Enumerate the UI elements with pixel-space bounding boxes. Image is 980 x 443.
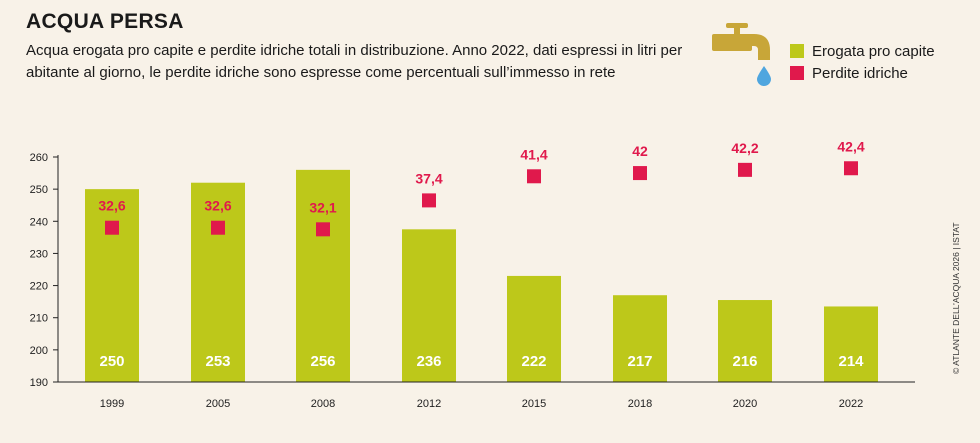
bar-erogata xyxy=(613,295,667,382)
bar-value-label: 214 xyxy=(838,353,864,370)
x-tick-label: 2022 xyxy=(839,398,863,410)
marker-perdite xyxy=(633,166,647,181)
marker-perdite xyxy=(211,220,225,235)
marker-value-label: 42 xyxy=(632,143,648,159)
marker-value-label: 32,6 xyxy=(204,198,231,214)
source-credit: © ATLANTE DELL’ACQUA 2026 | ISTAT xyxy=(951,222,961,374)
marker-perdite xyxy=(844,161,858,176)
x-tick-label: 2020 xyxy=(733,398,757,410)
marker-perdite xyxy=(527,169,541,184)
bar-value-label: 253 xyxy=(205,353,230,370)
chart-title: ACQUA PERSA xyxy=(26,10,184,33)
y-tick-label: 220 xyxy=(30,281,48,293)
bar-erogata xyxy=(191,182,245,382)
y-tick-label: 190 xyxy=(30,377,48,389)
bar-erogata xyxy=(296,169,350,382)
y-tick-label: 230 xyxy=(30,248,48,260)
water-drop-icon xyxy=(757,66,771,86)
marker-perdite xyxy=(105,220,119,235)
legend: Erogata pro capite Perdite idriche xyxy=(790,40,935,84)
marker-value-label: 32,6 xyxy=(98,198,125,214)
x-tick-label: 2008 xyxy=(311,398,335,410)
legend-label-perdite: Perdite idriche xyxy=(812,64,908,82)
marker-value-label: 37,4 xyxy=(415,170,442,186)
bar-value-label: 250 xyxy=(99,353,124,370)
y-tick-label: 260 xyxy=(30,152,48,164)
legend-swatch-perdite xyxy=(790,66,804,80)
bar-erogata xyxy=(718,300,772,382)
bar-erogata xyxy=(507,275,561,382)
chart-subtitle: Acqua erogata pro capite e perdite idric… xyxy=(26,42,683,81)
x-tick-label: 1999 xyxy=(100,398,124,410)
y-tick-label: 210 xyxy=(30,313,48,325)
marker-perdite xyxy=(316,222,330,237)
bar-value-label: 217 xyxy=(627,353,652,370)
bar-value-label: 222 xyxy=(521,353,546,370)
y-tick-label: 240 xyxy=(30,216,48,228)
bar-value-label: 216 xyxy=(732,353,757,370)
water-tap-icon xyxy=(712,23,771,86)
legend-item-perdite: Perdite idriche xyxy=(790,62,935,84)
marker-value-label: 42,4 xyxy=(837,138,864,154)
legend-swatch-erogata xyxy=(790,44,804,58)
y-tick-label: 200 xyxy=(30,345,48,357)
x-tick-label: 2015 xyxy=(522,398,546,410)
legend-item-erogata: Erogata pro capite xyxy=(790,40,935,62)
bar-erogata xyxy=(824,306,878,382)
x-tick-label: 2012 xyxy=(417,398,441,410)
marker-value-label: 32,1 xyxy=(309,199,336,215)
marker-perdite xyxy=(738,162,752,177)
bar-value-label: 256 xyxy=(310,353,335,370)
marker-perdite xyxy=(422,193,436,208)
marker-value-label: 42,2 xyxy=(731,140,758,156)
bar-value-label: 236 xyxy=(416,353,441,370)
marker-value-label: 41,4 xyxy=(520,146,547,162)
x-tick-label: 2018 xyxy=(628,398,652,410)
y-tick-label: 250 xyxy=(30,184,48,196)
bar-erogata xyxy=(402,229,456,382)
x-tick-label: 2005 xyxy=(206,398,230,410)
legend-label-erogata: Erogata pro capite xyxy=(812,42,935,60)
